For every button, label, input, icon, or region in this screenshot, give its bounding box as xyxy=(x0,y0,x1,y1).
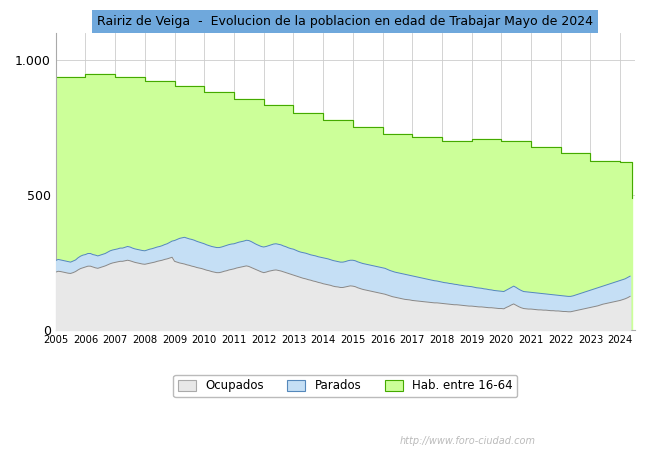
Text: http://www.foro-ciudad.com: http://www.foro-ciudad.com xyxy=(400,436,536,446)
Legend: Ocupados, Parados, Hab. entre 16-64: Ocupados, Parados, Hab. entre 16-64 xyxy=(174,374,517,397)
Title: Rairiz de Veiga  -  Evolucion de la poblacion en edad de Trabajar Mayo de 2024: Rairiz de Veiga - Evolucion de la poblac… xyxy=(98,15,593,28)
